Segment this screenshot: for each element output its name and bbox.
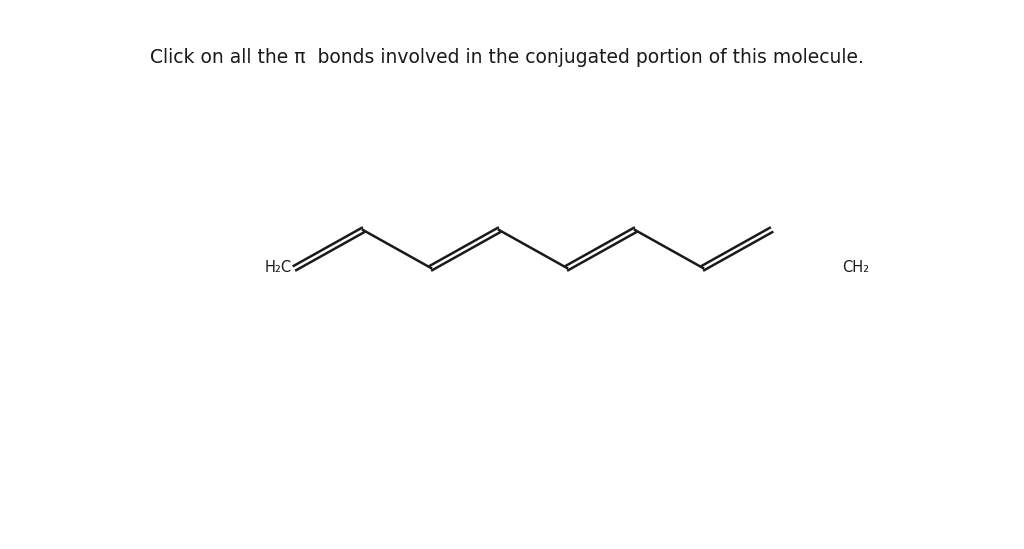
Text: CH₂: CH₂ xyxy=(842,260,869,276)
Text: Click on all the π  bonds involved in the conjugated portion of this molecule.: Click on all the π bonds involved in the… xyxy=(150,48,864,67)
Text: H₂C: H₂C xyxy=(265,260,292,276)
